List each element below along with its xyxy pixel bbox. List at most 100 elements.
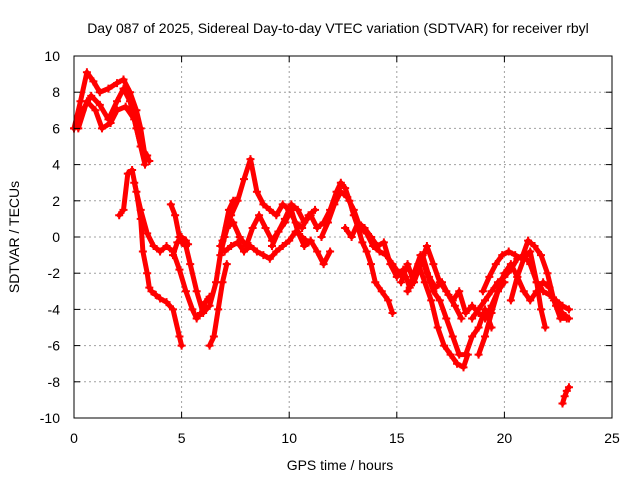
data-point xyxy=(323,218,332,227)
data-point xyxy=(491,260,500,269)
data-point xyxy=(560,392,569,401)
data-point xyxy=(298,223,307,232)
data-point xyxy=(141,160,150,169)
data-point xyxy=(536,305,545,314)
data-point xyxy=(248,223,257,232)
data-point xyxy=(526,296,535,305)
data-point xyxy=(403,260,412,269)
data-point xyxy=(293,205,302,214)
data-point xyxy=(272,247,281,256)
trace-line xyxy=(405,252,494,358)
data-point xyxy=(536,251,545,260)
data-point xyxy=(468,314,477,323)
y-tick-label: 0 xyxy=(52,229,60,245)
data-point xyxy=(300,218,309,227)
data-point xyxy=(498,251,507,260)
data-point xyxy=(397,278,406,287)
data-point xyxy=(291,227,300,236)
data-point xyxy=(130,115,139,124)
data-point xyxy=(149,242,158,251)
data-point xyxy=(360,223,369,232)
data-point xyxy=(478,287,487,296)
data-point xyxy=(459,363,468,372)
data-point xyxy=(252,247,261,256)
y-tick-label: -8 xyxy=(48,374,61,390)
data-point xyxy=(278,200,287,209)
data-point xyxy=(95,100,104,109)
data-point xyxy=(106,118,115,127)
trace-line xyxy=(480,238,570,321)
y-tick-label: 6 xyxy=(52,120,60,136)
data-point xyxy=(461,309,470,318)
data-point xyxy=(177,341,186,350)
data-point xyxy=(311,205,320,214)
data-point xyxy=(168,305,177,314)
data-point xyxy=(156,247,165,256)
data-point xyxy=(162,242,171,251)
data-point xyxy=(377,287,386,296)
data-point xyxy=(341,223,350,232)
data-point xyxy=(530,242,539,251)
data-point xyxy=(463,350,472,359)
data-point xyxy=(485,272,494,281)
x-tick-label: 10 xyxy=(281,430,297,446)
data-point xyxy=(216,242,225,251)
data-point xyxy=(186,260,195,269)
sat-trace-11 xyxy=(220,227,313,263)
data-point xyxy=(199,309,208,318)
sat-trace-16 xyxy=(403,251,496,359)
data-point xyxy=(446,350,455,359)
data-point xyxy=(267,242,276,251)
data-point xyxy=(209,332,218,341)
x-tick-label: 5 xyxy=(178,430,186,446)
data-point xyxy=(162,298,171,307)
data-point xyxy=(119,205,128,214)
data-point xyxy=(287,200,296,209)
data-point xyxy=(549,296,558,305)
data-point xyxy=(392,272,401,281)
x-tick-label: 0 xyxy=(70,430,78,446)
data-point xyxy=(115,211,124,220)
data-point xyxy=(121,102,130,111)
x-tick-label: 25 xyxy=(604,430,620,446)
data-point xyxy=(272,211,281,220)
data-point xyxy=(429,260,438,269)
y-axis-label: SDTVAR / TECUs xyxy=(6,181,22,293)
sat-trace-8 xyxy=(205,260,231,350)
sat-trace-22 xyxy=(558,383,573,408)
sat-trace-7 xyxy=(168,233,193,260)
trace-line xyxy=(168,198,238,316)
data-point xyxy=(227,211,236,220)
data-point xyxy=(366,233,375,241)
data-point xyxy=(285,236,294,245)
data-point xyxy=(366,260,375,269)
data-point xyxy=(442,287,451,296)
data-point xyxy=(181,287,190,296)
data-point xyxy=(526,247,535,256)
data-point xyxy=(474,305,483,314)
data-point xyxy=(229,218,238,227)
data-point xyxy=(362,247,371,256)
data-point xyxy=(354,218,363,227)
data-point xyxy=(349,205,358,214)
data-point xyxy=(375,247,384,256)
trace-line xyxy=(116,167,185,349)
data-point xyxy=(379,238,388,247)
data-point xyxy=(543,269,552,278)
data-point xyxy=(201,298,210,307)
data-point xyxy=(130,178,139,187)
data-point xyxy=(388,309,397,318)
data-point xyxy=(192,314,201,323)
data-point xyxy=(450,301,459,310)
data-point xyxy=(403,287,412,296)
data-point xyxy=(259,251,268,260)
data-point xyxy=(173,238,182,247)
data-point xyxy=(341,184,350,193)
data-point xyxy=(506,260,515,269)
data-point xyxy=(113,97,122,106)
data-point xyxy=(138,247,147,256)
data-point xyxy=(192,287,201,296)
data-point xyxy=(175,332,184,341)
data-point xyxy=(343,193,352,202)
data-point xyxy=(171,211,180,220)
